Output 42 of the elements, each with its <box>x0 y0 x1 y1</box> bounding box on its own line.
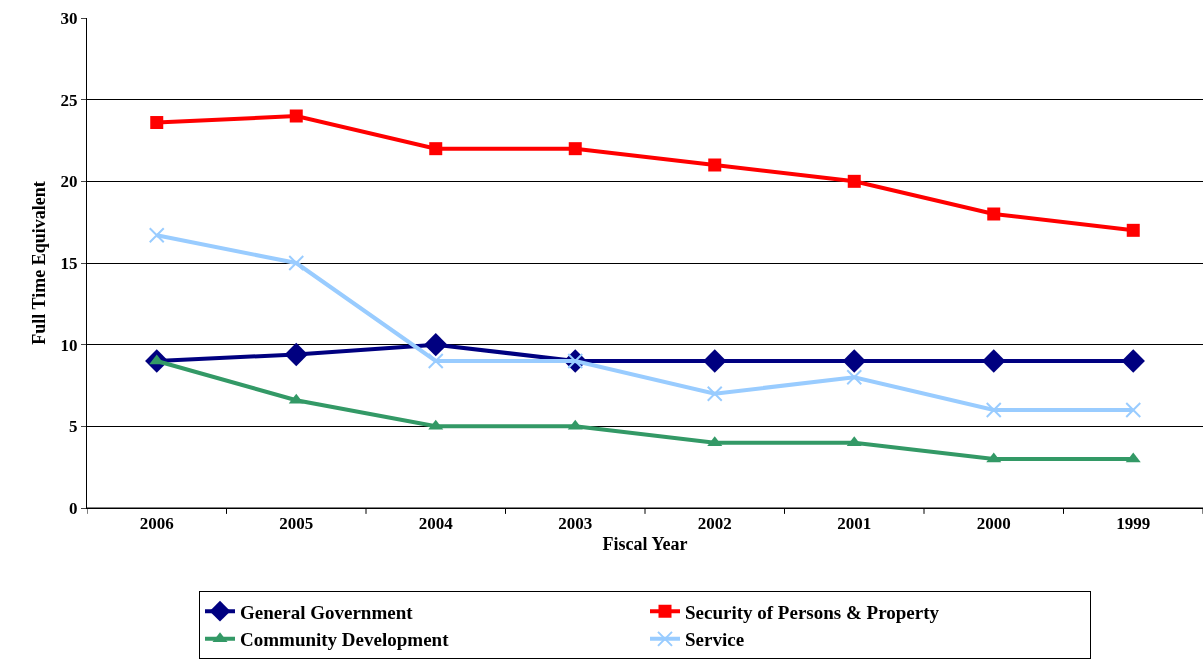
point <box>288 255 305 271</box>
y-axis-title: Full Time Equivalent <box>28 181 49 345</box>
x-tick-label: 2006 <box>139 514 174 534</box>
x-tick-label: 2003 <box>558 514 593 534</box>
point <box>703 349 727 373</box>
x-tick-label: 2000 <box>976 514 1011 534</box>
x-tick-label: 2002 <box>697 514 732 534</box>
point <box>982 349 1006 373</box>
point <box>987 207 1001 221</box>
point <box>1126 223 1140 237</box>
legend-label: General Government <box>240 601 414 623</box>
point <box>1121 349 1145 373</box>
point <box>706 385 723 402</box>
point <box>150 116 164 130</box>
x-tick-label: 1999 <box>1116 514 1151 534</box>
legend-label: Community Development <box>240 629 450 651</box>
point <box>846 369 863 386</box>
point <box>708 158 722 172</box>
x-tick-label: 2005 <box>279 514 314 534</box>
y-tick-label: 5 <box>69 417 78 437</box>
legend-label: Security of Persons & Property <box>685 601 940 623</box>
point <box>284 342 308 367</box>
legend-label: Service <box>685 629 745 651</box>
y-tick-label: 15 <box>60 253 78 273</box>
x-tick-label: 2004 <box>418 514 454 534</box>
point <box>427 353 444 369</box>
point <box>289 109 303 123</box>
x-axis-title: Fiscal Year <box>602 533 688 554</box>
point <box>568 142 582 156</box>
point <box>424 332 448 357</box>
x-tick-label: 2001 <box>837 514 872 534</box>
y-tick-label: 0 <box>69 498 78 518</box>
y-tick-label: 30 <box>60 8 78 28</box>
point <box>847 174 861 188</box>
point <box>985 402 1002 418</box>
point <box>148 227 165 244</box>
point <box>429 142 443 156</box>
point <box>1125 402 1142 418</box>
y-tick-label: 10 <box>60 335 78 355</box>
point <box>842 349 866 373</box>
y-tick-label: 20 <box>60 172 78 192</box>
y-tick-label: 25 <box>60 90 78 110</box>
